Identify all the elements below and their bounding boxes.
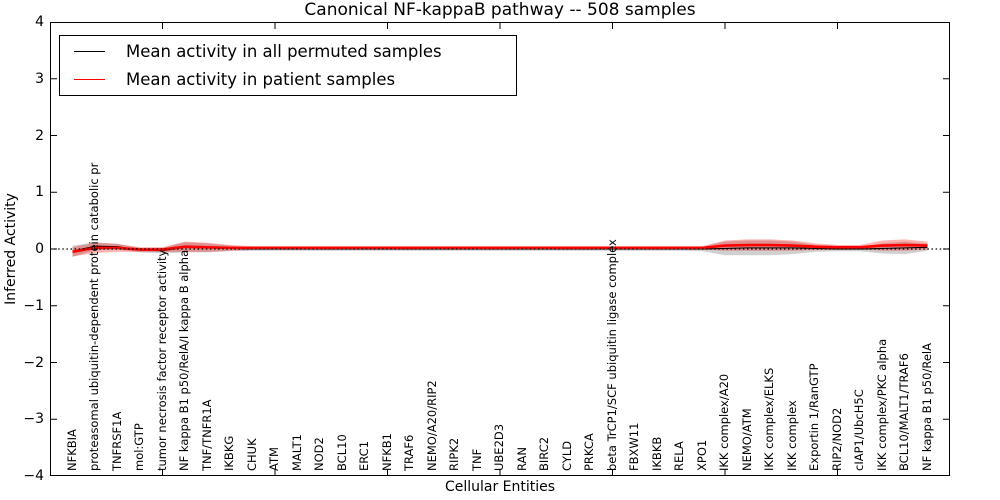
plot-area [50,22,950,476]
y-tick-label: 1 [35,184,44,201]
y-tick-label: 4 [35,14,44,30]
x-category-label: RAN [514,447,529,471]
x-category-label: NF kappa B1 p50/RelA [919,343,934,471]
x-category-label: IKK complex/A20 [717,373,731,471]
x-category-label: cIAP1/UbcH5C [852,389,866,471]
legend-entry-patient: Mean activity in patient samples [60,66,516,94]
x-category-label: proteasomal ubiquitin-dependent protein … [87,162,101,471]
x-category-label: NEMO/A20/RIP2 [424,380,439,471]
x-category-label: NFKBIA [64,429,79,471]
x-category-label: BCL10 [334,434,349,471]
x-category-label: IKK complex/ELKS [762,367,776,471]
x-category-label: mol:GTP [132,423,146,471]
x-category-label: IKK complex/PKC alpha [874,338,889,471]
x-category-label: PRKCA [582,433,596,471]
y-tick-label: −3 [23,411,44,428]
x-category-label: IKBKG [222,435,236,471]
x-category-label: BIRC2 [537,436,551,471]
legend-label-permuted: Mean activity in all permuted samples [126,42,442,61]
x-category-label: IKK complex [784,400,799,471]
x-category-label: Exportin 1/RanGTP [807,363,821,471]
x-category-label: XPO1 [694,439,709,471]
x-category-label: TNFRSF1A [109,411,124,471]
x-category-label: NEMO/ATM [739,408,754,471]
x-category-label: NOD2 [312,437,326,471]
x-category-label: tumor necrosis factor receptor activity [154,249,169,471]
y-tick-label: 2 [35,127,44,144]
x-category-label: NF kappa B1 p50/RelA/I kappa B alpha [177,249,191,471]
patient-line-swatch [74,79,105,80]
x-category-label: NFKB1 [379,433,394,471]
x-category-label: FBXW11 [627,422,641,471]
x-category-label: beta TrCP1/SCF ubiquitin ligase complex [604,239,619,471]
permuted-line-swatch [74,51,105,52]
x-axis-label: Cellular Entities [444,479,556,495]
x-category-label: BCL10/MALT1/TRAF6 [897,353,911,471]
y-tick-label: 3 [35,70,44,87]
legend-box: Mean activity in all permuted samples Me… [59,35,517,96]
x-category-label: CYLD [559,440,574,471]
x-category-label: TRAF6 [402,434,416,471]
chart-title: Canonical NF-kappaB pathway -- 508 sampl… [304,0,696,20]
x-category-label: TNF/TNFR1A [199,399,214,471]
y-tick-label: −1 [23,297,44,314]
x-category-label: IKBKB [649,436,664,471]
x-category-label: MALT1 [289,434,304,471]
x-category-label: CHUK [244,438,259,471]
y-tick-label: −4 [23,468,44,484]
x-category-label: TNF [469,448,484,471]
legend-label-patient: Mean activity in patient samples [126,70,396,89]
x-category-label: ERC1 [357,440,371,471]
x-category-label: UBE2D3 [492,423,506,471]
x-category-label: RIP2/NOD2 [829,407,844,471]
patient-mean-line [72,243,928,254]
x-category-label: RIPK2 [447,437,461,471]
x-category-label: ATM [267,447,281,471]
x-category-label: RELA [672,441,686,471]
legend-entry-permuted: Mean activity in all permuted samples [60,38,516,66]
y-tick-label: −2 [23,354,44,371]
y-tick-label: 0 [35,241,44,257]
